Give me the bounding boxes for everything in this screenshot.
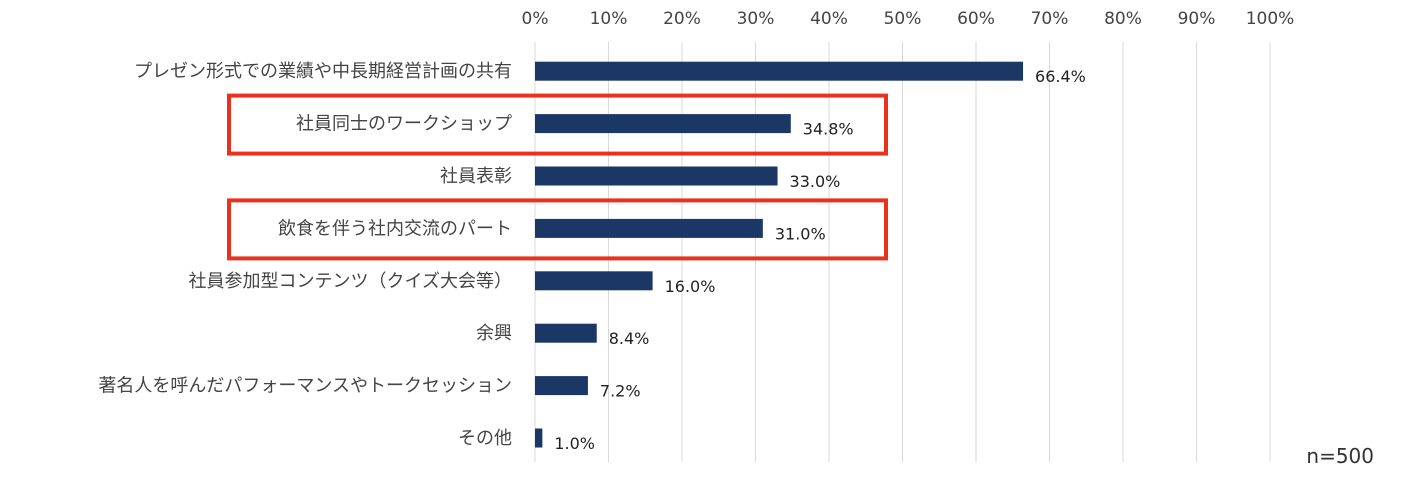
category-label: 社員表彰 [440, 166, 512, 187]
bar [535, 114, 791, 134]
data-label: 33.0% [790, 172, 841, 191]
x-tick-label: 60% [957, 9, 995, 29]
category-labels: プレゼン形式での業績や中長期経営計画の共有社員同士のワークショップ社員表彰飲食を… [98, 61, 512, 449]
bar [535, 323, 597, 343]
category-label: その他 [458, 428, 512, 449]
x-tick-label: 100% [1246, 9, 1295, 29]
x-tick-label: 50% [884, 9, 922, 29]
highlight-boxes [227, 93, 888, 261]
bars [535, 61, 1024, 448]
category-label: 余興 [476, 323, 512, 344]
x-tick-label: 20% [663, 9, 701, 29]
data-label: 31.0% [775, 224, 826, 243]
data-label: 66.4% [1035, 67, 1086, 86]
data-label: 34.8% [803, 120, 854, 139]
sample-size-note: n=500 [1306, 444, 1374, 468]
data-label: 8.4% [609, 329, 650, 348]
category-label: 飲食を伴う社内交流のパート [278, 218, 512, 239]
bar [535, 376, 588, 396]
bar [535, 428, 543, 448]
bar [535, 61, 1024, 81]
highlight-box [227, 93, 888, 156]
x-axis-tick-labels: 0% 10% 20% 30% 40% 50% 60% 70% 80% 90% 100% [522, 9, 1295, 29]
x-tick-label: 30% [737, 9, 775, 29]
bar [535, 271, 653, 291]
x-tick-label: 70% [1031, 9, 1069, 29]
data-label: 7.2% [600, 382, 641, 401]
x-tick-label: 0% [522, 9, 549, 29]
gridlines [534, 42, 1271, 462]
category-label: 著名人を呼んだパフォーマンスやトークセッション [98, 376, 512, 397]
category-label: 社員同士のワークショップ [296, 114, 512, 135]
data-labels: 66.4% 34.8% 33.0% 31.0% 16.0% 8.4% 7.2% 1.0% [554, 67, 1086, 453]
category-label: プレゼン形式での業績や中長期経営計画の共有 [134, 61, 512, 82]
category-label: 社員参加型コンテンツ（クイズ大会等） [189, 271, 512, 292]
x-tick-label: 90% [1178, 9, 1216, 29]
bar [535, 166, 778, 186]
bar [535, 218, 763, 238]
x-tick-label: 80% [1104, 9, 1142, 29]
data-label: 1.0% [554, 434, 595, 453]
x-tick-label: 10% [590, 9, 628, 29]
data-label: 16.0% [665, 277, 716, 296]
x-tick-label: 40% [810, 9, 848, 29]
highlight-box [227, 198, 888, 261]
